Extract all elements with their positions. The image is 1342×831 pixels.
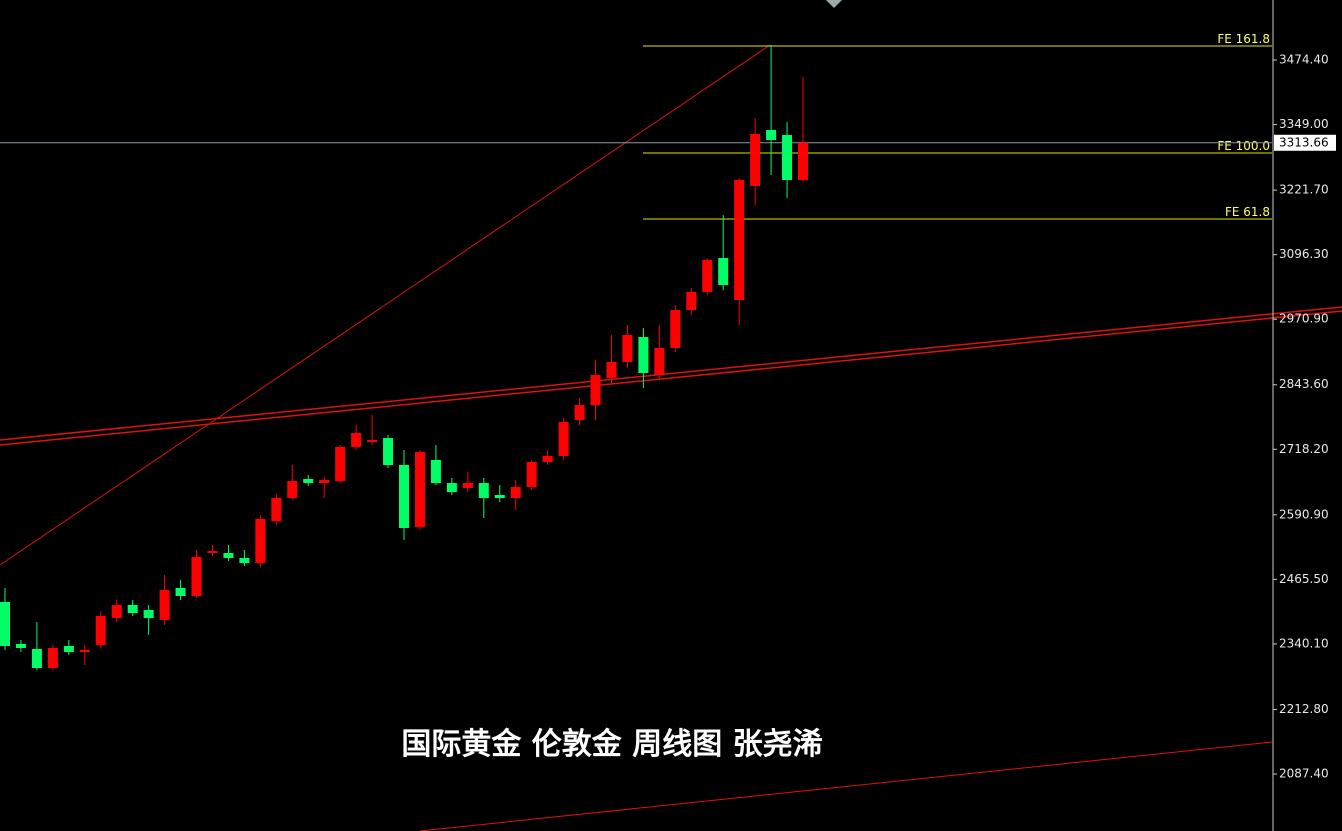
candle-body <box>686 291 697 310</box>
candle-body <box>478 483 489 498</box>
y-tick-label: 3221.70 <box>1279 183 1329 197</box>
trend-line <box>0 310 1342 446</box>
candle-body <box>494 495 505 498</box>
candle-body <box>15 643 26 648</box>
candle-body <box>383 438 394 465</box>
chart-title: 国际黄金 伦敦金 周线图 张尧浠 <box>401 727 822 762</box>
channel-line <box>419 741 1273 831</box>
candle-body <box>542 455 553 463</box>
candle-body <box>734 180 745 301</box>
y-tick-label: 3349.00 <box>1279 117 1329 131</box>
y-tick-label: 2970.90 <box>1279 312 1329 326</box>
candle-body <box>223 553 234 559</box>
candle-body <box>654 347 665 376</box>
candle-body <box>718 258 729 285</box>
y-tick-label: 2590.90 <box>1279 507 1329 521</box>
candle-body <box>622 335 633 362</box>
candle-body <box>798 142 808 181</box>
candle-body <box>47 647 58 669</box>
candle-body <box>574 405 585 421</box>
candle-body <box>303 478 314 484</box>
last-price-label: 3313.66 <box>1279 135 1329 149</box>
candle-body <box>191 556 202 597</box>
candle-body <box>239 558 250 564</box>
y-tick-label: 2718.20 <box>1279 442 1329 456</box>
fe-level-label: FE 161.8 <box>1217 32 1270 46</box>
y-tick-label: 3474.40 <box>1279 53 1329 67</box>
candle-body <box>430 460 441 484</box>
candle-body <box>0 601 10 646</box>
candle-body <box>526 462 537 488</box>
candle-body <box>95 615 106 646</box>
candle-body <box>782 135 793 181</box>
candle-body <box>207 551 218 554</box>
candle-body <box>414 452 425 527</box>
candle-body <box>702 260 713 292</box>
y-tick-label: 2087.40 <box>1279 767 1329 781</box>
trend-line <box>0 306 1342 441</box>
candle-body <box>399 464 409 529</box>
y-tick-label: 2212.80 <box>1279 702 1329 716</box>
candle-body <box>351 432 362 447</box>
y-tick-label: 2340.10 <box>1279 636 1329 650</box>
candle-body <box>367 439 378 442</box>
y-tick-label: 3096.30 <box>1279 247 1329 261</box>
candle-body <box>111 605 122 618</box>
candle-body <box>590 375 601 406</box>
candle-body <box>335 446 346 482</box>
candle-body <box>287 481 298 498</box>
candle-body <box>159 589 170 620</box>
y-tick-label: 2843.60 <box>1279 377 1329 391</box>
candle-body <box>446 483 457 493</box>
candle-body <box>31 648 42 669</box>
y-tick-label: 2465.50 <box>1279 572 1329 586</box>
candle-body <box>638 337 649 374</box>
candle-body <box>319 479 330 484</box>
candle-body <box>750 133 761 186</box>
candle-body <box>558 422 569 456</box>
candle-body <box>510 487 521 498</box>
candle-body <box>606 361 617 378</box>
fe-level-label: FE 61.8 <box>1225 205 1270 219</box>
candle-body <box>255 518 266 564</box>
candle-body <box>175 587 186 597</box>
candle-body <box>766 129 777 141</box>
scroll-marker <box>826 0 842 8</box>
candle-body <box>271 497 282 522</box>
candle-body <box>127 605 138 613</box>
candle-body <box>63 645 74 653</box>
candle-body <box>79 650 90 653</box>
candle-body <box>462 483 473 489</box>
candle-body <box>143 610 154 618</box>
channel-line <box>0 44 771 566</box>
candle-body <box>670 309 681 348</box>
fe-level-label: FE 100.0 <box>1217 139 1270 153</box>
last-price-box <box>1274 134 1336 151</box>
